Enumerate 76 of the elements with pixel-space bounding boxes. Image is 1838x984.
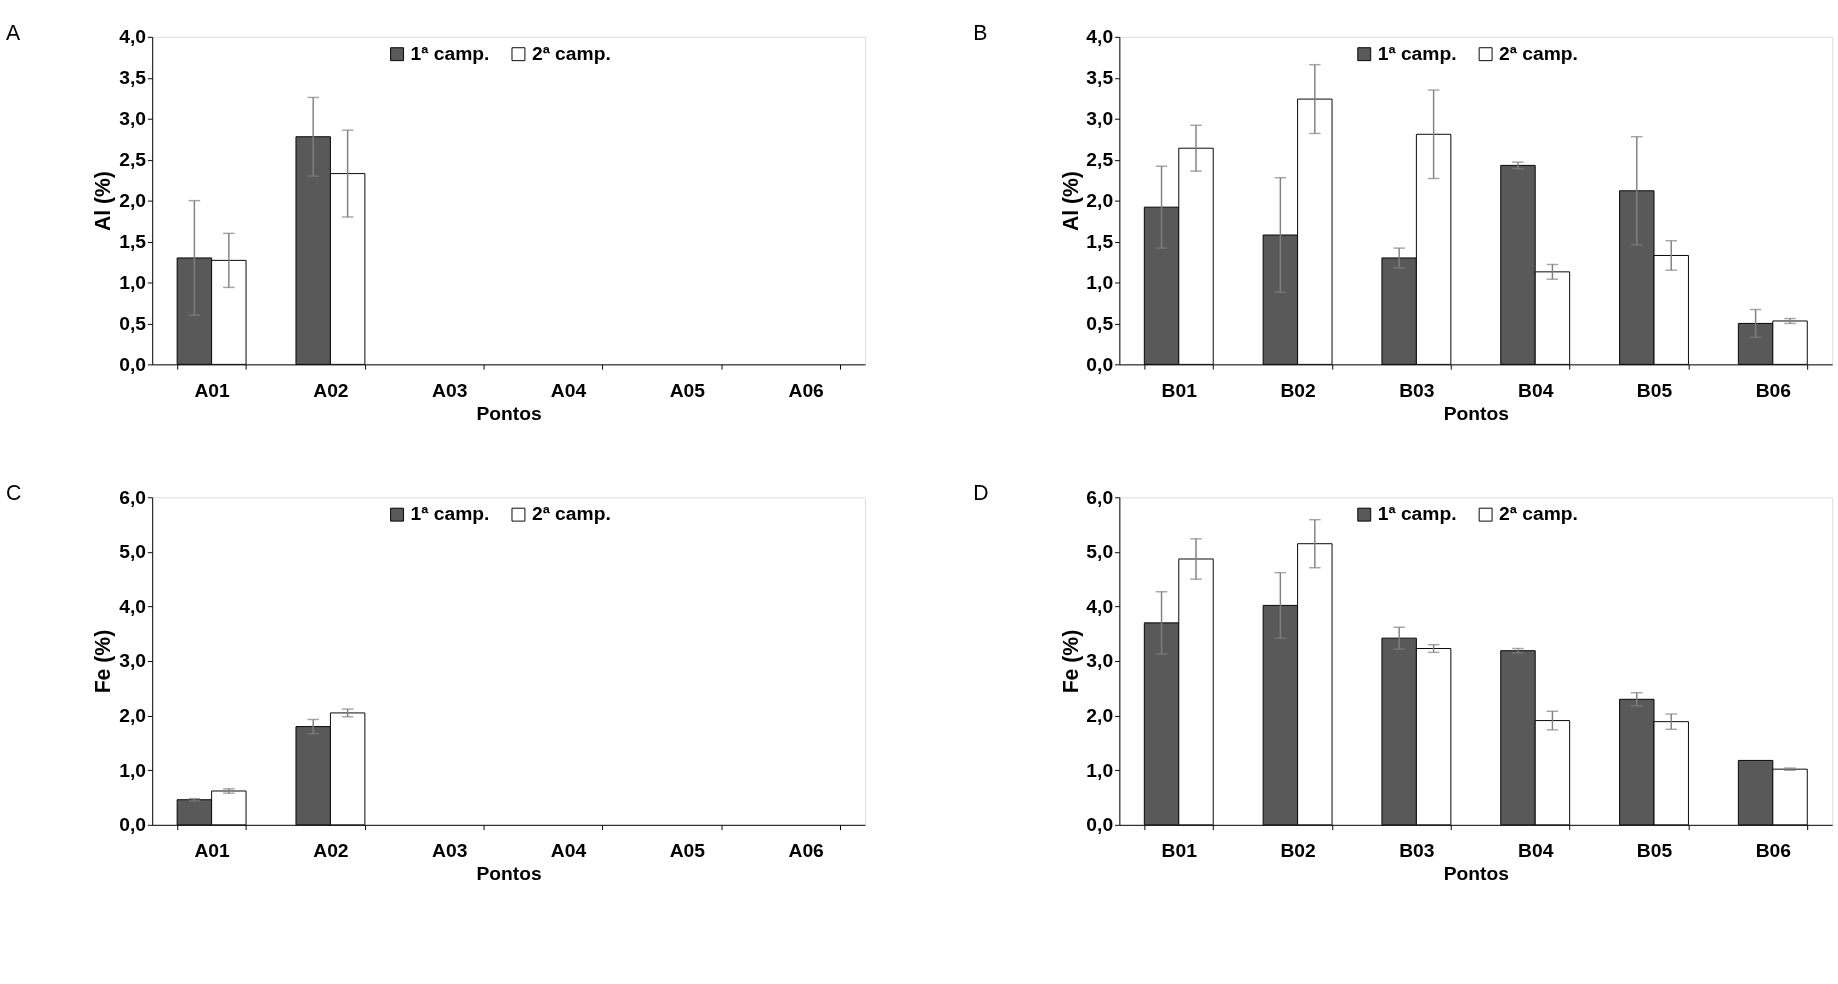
x-tick-label: B02 [1280, 379, 1316, 401]
x-tick-label: B05 [1636, 379, 1673, 401]
y-tick-label: 3,0 [119, 650, 146, 672]
x-tick-label: B03 [1399, 840, 1435, 862]
x-tick-label: B06 [1755, 379, 1792, 401]
legend-label: 2ª camp. [1499, 503, 1578, 525]
y-tick-label: 2,5 [119, 148, 147, 170]
legend-label: 1ª camp. [410, 42, 490, 64]
x-tick-label: A02 [313, 840, 349, 862]
x-tick-label: A02 [313, 379, 349, 401]
y-tick-label: 0,0 [1086, 814, 1114, 836]
x-axis-title: Pontos [476, 863, 542, 885]
legend-label: 1ª camp. [1377, 42, 1457, 64]
x-tick-label: B03 [1399, 379, 1435, 401]
y-tick-label: 3,0 [119, 107, 146, 129]
x-tick-label: A01 [194, 840, 231, 862]
x-tick-label: A06 [788, 379, 825, 401]
y-tick-label: 3,0 [1086, 107, 1114, 129]
x-tick-label: B04 [1518, 840, 1554, 862]
y-tick-label: 0,5 [119, 312, 147, 334]
legend-label: 2ª camp. [1499, 42, 1578, 64]
chart-title: B [973, 20, 988, 44]
y-tick-label: 2,5 [1086, 148, 1114, 170]
chart-title: D [973, 481, 989, 505]
chart-title: C [5, 481, 22, 505]
x-tick-label: A04 [550, 379, 587, 401]
y-tick-label: 3,0 [1086, 650, 1114, 672]
y-tick-label: 2,0 [119, 704, 146, 726]
x-tick-label: B02 [1280, 840, 1316, 862]
x-tick-label: B06 [1755, 840, 1792, 862]
x-tick-label: A04 [550, 840, 587, 862]
y-tick-label: 0,0 [1086, 353, 1114, 375]
y-tick-label: 1,5 [119, 230, 147, 252]
x-tick-label: A03 [432, 840, 468, 862]
y-tick-label: 1,0 [1086, 271, 1114, 293]
legend-label: 2ª camp. [531, 42, 611, 64]
y-tick-label: 0,5 [1086, 312, 1114, 334]
y-tick-label: 1,5 [1086, 230, 1114, 252]
y-tick-label: 5,0 [119, 541, 146, 563]
x-tick-label: B05 [1636, 840, 1673, 862]
x-tick-label: A06 [788, 840, 825, 862]
x-tick-label: B04 [1518, 379, 1554, 401]
x-tick-label: A05 [669, 840, 706, 862]
x-axis-title: Pontos [1443, 863, 1509, 885]
y-tick-label: 1,0 [1086, 759, 1114, 781]
x-axis-title: Pontos [476, 402, 542, 424]
y-tick-label: 6,0 [1086, 486, 1114, 508]
legend-label: 2ª camp. [531, 503, 611, 525]
y-tick-label: 3,5 [1086, 67, 1114, 89]
x-tick-label: B01 [1161, 840, 1198, 862]
y-axis-title: Al (%) [91, 171, 116, 232]
y-tick-label: 2,0 [1086, 704, 1114, 726]
y-tick-label: 1,0 [119, 271, 146, 293]
x-tick-label: A03 [432, 379, 468, 401]
y-axis-title: Fe (%) [91, 629, 116, 694]
chart-title: A [5, 20, 21, 44]
y-tick-label: 4,0 [119, 26, 146, 48]
y-axis-title: Fe (%) [1058, 629, 1083, 694]
y-tick-label: 2,0 [119, 189, 146, 211]
y-axis-title: Al (%) [1058, 171, 1083, 232]
legend-label: 1ª camp. [1377, 503, 1457, 525]
y-tick-label: 3,5 [119, 67, 147, 89]
y-tick-label: 4,0 [119, 595, 146, 617]
y-tick-label: 5,0 [1086, 541, 1114, 563]
x-tick-label: A05 [669, 379, 706, 401]
x-tick-label: A01 [194, 379, 231, 401]
y-tick-label: 0,0 [119, 353, 146, 375]
y-tick-label: 0,0 [119, 814, 146, 836]
x-axis-title: Pontos [1443, 402, 1509, 424]
y-tick-label: 4,0 [1086, 26, 1114, 48]
x-tick-label: B01 [1161, 379, 1198, 401]
legend-label: 1ª camp. [410, 503, 490, 525]
y-tick-label: 6,0 [119, 486, 146, 508]
y-tick-label: 2,0 [1086, 189, 1114, 211]
y-tick-label: 1,0 [119, 759, 146, 781]
y-tick-label: 4,0 [1086, 595, 1114, 617]
